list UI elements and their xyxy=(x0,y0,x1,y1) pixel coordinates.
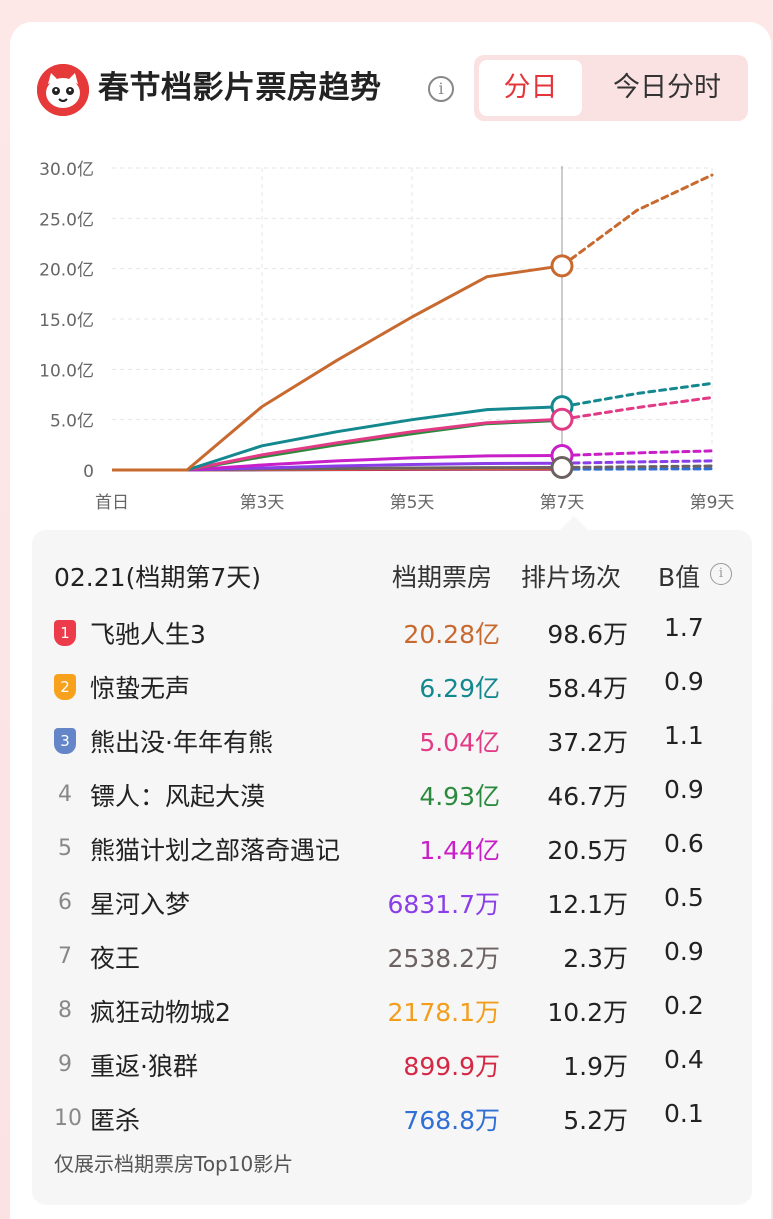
table-row[interactable]: 6 星河入梦 6831.7万 12.1万 0.5 xyxy=(32,882,752,936)
info-icon[interactable]: i xyxy=(710,563,732,585)
b-value: 0.9 xyxy=(664,937,704,966)
movie-name: 夜王 xyxy=(90,944,141,973)
box-office-value: 6.29亿 xyxy=(419,674,500,703)
series-point xyxy=(550,455,574,479)
series-point xyxy=(550,254,574,278)
series-forecast-line xyxy=(560,459,714,465)
series-forecast-line xyxy=(560,173,714,268)
maoyan-cat-logo-icon xyxy=(37,64,89,116)
b-value: 1.1 xyxy=(664,721,704,750)
box-office-value: 899.9万 xyxy=(403,1052,500,1081)
box-office-value: 6831.7万 xyxy=(387,890,500,919)
y-tick-label: 30.0亿 xyxy=(39,160,94,180)
shows-value: 58.4万 xyxy=(547,674,628,703)
card-header: 春节档影片票房趋势 i 分日 今日分时 xyxy=(10,22,771,142)
series-forecast-line xyxy=(560,381,714,409)
rank-badge: 2 xyxy=(54,674,76,700)
table-row[interactable]: 7 夜王 2538.2万 2.3万 0.9 xyxy=(32,936,752,990)
shows-value: 20.5万 xyxy=(547,836,628,865)
rank-badge: 4 xyxy=(58,782,72,807)
movie-name: 匿杀 xyxy=(90,1106,141,1135)
movie-name: 惊蛰无声 xyxy=(90,674,191,703)
rank-badge: 5 xyxy=(58,836,72,861)
rank-badge: 9 xyxy=(58,1052,72,1077)
box-office-value: 2178.1万 xyxy=(387,998,500,1027)
tab-today-hourly[interactable]: 今日分时 xyxy=(613,72,721,103)
box-office-value: 4.93亿 xyxy=(419,782,500,811)
rank-badge: 6 xyxy=(58,890,72,915)
movie-name: 飞驰人生3 xyxy=(90,620,206,649)
box-office-value: 20.28亿 xyxy=(403,620,500,649)
table-row[interactable]: 2 惊蛰无声 6.29亿 58.4万 0.9 xyxy=(32,666,752,720)
b-value: 0.4 xyxy=(664,1045,704,1074)
box-office-value: 768.8万 xyxy=(403,1106,500,1135)
table-row[interactable]: 10 匿杀 768.8万 5.2万 0.1 xyxy=(32,1098,752,1152)
table-row[interactable]: 4 镖人：风起大漠 4.93亿 46.7万 0.9 xyxy=(32,774,752,828)
b-value: 0.1 xyxy=(664,1099,704,1128)
shows-value: 1.9万 xyxy=(563,1052,628,1081)
table-row[interactable]: 5 熊猫计划之部落奇遇记 1.44亿 20.5万 0.6 xyxy=(32,828,752,882)
y-tick-label: 0 xyxy=(83,462,94,482)
shows-value: 5.2万 xyxy=(563,1106,628,1135)
shows-value: 12.1万 xyxy=(547,890,628,919)
x-tick-label: 第5天 xyxy=(390,493,435,513)
col-b-value: B值 xyxy=(658,563,701,592)
b-value: 0.9 xyxy=(664,775,704,804)
table-row[interactable]: 9 重返·狼群 899.9万 1.9万 0.4 xyxy=(32,1044,752,1098)
movie-name: 熊出没·年年有熊 xyxy=(90,728,273,757)
info-icon[interactable]: i xyxy=(428,76,454,102)
shows-value: 2.3万 xyxy=(563,944,628,973)
rank-badge: 1 xyxy=(54,620,76,646)
y-tick-label: 15.0亿 xyxy=(39,311,94,331)
box-office-trend-chart[interactable]: 30.0亿 25.0亿 20.0亿 15.0亿 10.0亿 5.0亿 0首日 第3天 第5天 第7… xyxy=(10,140,771,515)
box-office-card: 春节档影片票房趋势 i 分日 今日分时 30.0亿 25.0亿 20.0亿 15.0亿… xyxy=(10,22,771,1219)
footnote: 仅展示档期票房Top10影片 xyxy=(54,1152,294,1176)
view-toggle: 分日 今日分时 xyxy=(474,55,748,121)
rank-badge: 7 xyxy=(58,944,72,969)
b-value: 0.6 xyxy=(664,829,704,858)
table-header: 02.21(档期第7天) 档期票房 排片场次 B值 i xyxy=(32,558,752,598)
table-row[interactable]: 3 熊出没·年年有熊 5.04亿 37.2万 1.1 xyxy=(32,720,752,774)
y-tick-label: 20.0亿 xyxy=(39,261,94,281)
movie-name: 熊猫计划之部落奇遇记 xyxy=(90,836,341,865)
rank-badge: 3 xyxy=(54,728,76,754)
y-tick-label: 10.0亿 xyxy=(39,361,94,381)
b-value: 0.9 xyxy=(664,667,704,696)
movie-name: 疯狂动物城2 xyxy=(90,998,231,1027)
movie-name: 重返·狼群 xyxy=(90,1052,198,1081)
table-row[interactable]: 8 疯狂动物城2 2178.1万 10.2万 0.2 xyxy=(32,990,752,1044)
shows-value: 46.7万 xyxy=(547,782,628,811)
shows-value: 37.2万 xyxy=(547,728,628,757)
tab-daily[interactable]: 分日 xyxy=(479,60,582,116)
shows-value: 98.6万 xyxy=(547,620,628,649)
y-tick-label: 25.0亿 xyxy=(39,210,94,230)
ranking-table: 02.21(档期第7天) 档期票房 排片场次 B值 i 1 飞驰人生3 20.28亿… xyxy=(32,516,752,1205)
b-value: 0.2 xyxy=(664,991,704,1020)
shows-value: 10.2万 xyxy=(547,998,628,1027)
series-point xyxy=(550,407,574,431)
box-office-value: 2538.2万 xyxy=(387,944,500,973)
b-value: 1.7 xyxy=(664,613,704,642)
b-value: 0.5 xyxy=(664,883,704,912)
series-forecast-line xyxy=(560,464,714,469)
table-row[interactable]: 1 飞驰人生3 20.28亿 98.6万 1.7 xyxy=(32,612,752,666)
x-tick-label: 第9天 xyxy=(690,493,735,513)
movie-name: 星河入梦 xyxy=(90,890,191,919)
box-office-value: 5.04亿 xyxy=(419,728,500,757)
series-forecast-line xyxy=(560,396,714,421)
y-tick-label: 5.0亿 xyxy=(50,412,94,432)
series-line xyxy=(112,264,563,472)
x-tick-label: 首日 xyxy=(95,493,129,513)
x-tick-label: 第7天 xyxy=(540,493,585,513)
page-title: 春节档影片票房趋势 xyxy=(98,70,382,106)
x-tick-label: 第3天 xyxy=(240,493,285,513)
col-box-office: 档期票房 xyxy=(392,563,493,592)
rank-badge: 8 xyxy=(58,998,72,1023)
box-office-value: 1.44亿 xyxy=(419,836,500,865)
series-forecast-line xyxy=(560,449,714,457)
movie-name: 镖人：风起大漠 xyxy=(90,782,266,811)
rank-badge: 10 xyxy=(54,1106,82,1131)
col-shows: 排片场次 xyxy=(521,563,622,592)
date-label: 02.21(档期第7天) xyxy=(54,563,261,592)
